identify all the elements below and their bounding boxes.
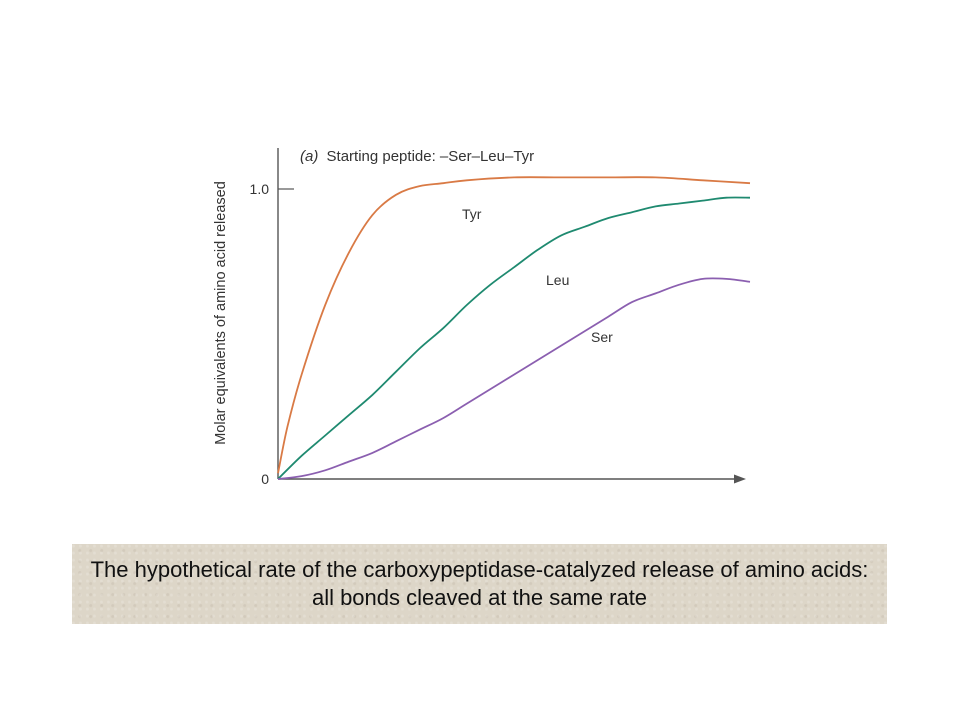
series-line-ser [277,277,751,480]
y-tick-label-1: 1.0 [250,181,270,197]
chart-title-text: Starting peptide: –Ser–Leu–Tyr [327,148,535,165]
caption-box: The hypothetical rate of the carboxypept… [72,544,887,624]
series-layer [277,176,751,480]
y-tick-label-0: 0 [261,471,269,487]
rate-chart: (a) Starting peptide: –Ser–Leu–Tyr Molar… [213,148,751,487]
series-line-tyr [277,176,751,474]
caption-text: The hypothetical rate of the carboxypept… [90,557,869,610]
y-axis-label: Molar equivalents of amino acid released [213,181,229,445]
chart-title: (a) Starting peptide: –Ser–Leu–Tyr [300,148,534,165]
series-label-leu: Leu [546,272,569,288]
series-label-tyr: Tyr [462,206,482,222]
series-line-leu [277,196,751,480]
chart-title-prefix: (a) [300,148,318,165]
series-label-ser: Ser [591,329,613,345]
x-axis-arrow-icon [734,474,746,484]
